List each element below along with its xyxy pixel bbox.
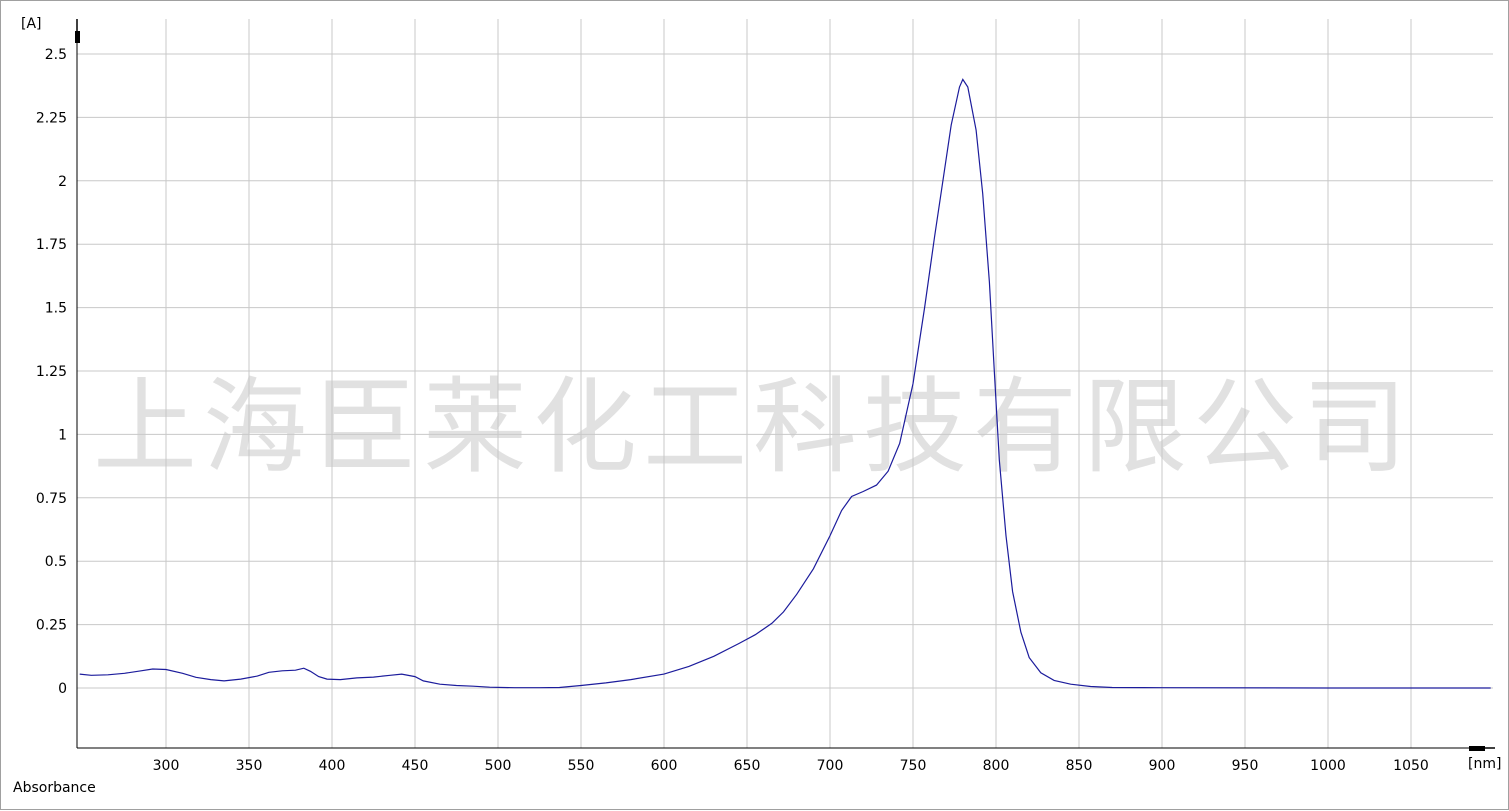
y-tick-label: 1	[58, 427, 67, 443]
series-layer	[79, 78, 1491, 689]
x-tick-label: 950	[1232, 758, 1259, 774]
x-tick-label: 600	[651, 758, 678, 774]
y-tick-label: 0	[58, 681, 67, 697]
y-axis-end-marker	[75, 31, 80, 43]
x-tick-label: 750	[900, 758, 927, 774]
y-tick-label: 2	[58, 174, 67, 190]
y-tick-label: 0.25	[36, 618, 67, 634]
x-tick-label: 450	[402, 758, 429, 774]
absorbance-series-line	[79, 78, 1491, 689]
x-tick-label: 300	[153, 758, 180, 774]
tick-labels: 0 0.25 0.5 0.75 1 1.25 1.5 1.75 2 2.25 2.5 300 350 40…	[36, 47, 1429, 774]
grid-lines	[77, 19, 1493, 748]
y-axis-title: Absorbance	[13, 780, 96, 796]
x-tick-label: 350	[236, 758, 263, 774]
x-tick-label: 500	[485, 758, 512, 774]
x-tick-label: 1000	[1310, 758, 1346, 774]
y-tick-label: 0.75	[36, 491, 67, 507]
y-tick-label: 2.25	[36, 110, 67, 126]
x-axis-end-marker	[1469, 746, 1485, 751]
x-tick-label: 850	[1066, 758, 1093, 774]
y-unit-label: [A]	[21, 16, 42, 32]
y-tick-label: 2.5	[45, 47, 67, 63]
axes	[75, 19, 1495, 751]
y-tick-label: 0.5	[45, 554, 67, 570]
x-unit-label: [nm]	[1468, 756, 1501, 772]
x-tick-label: 800	[983, 758, 1010, 774]
x-tick-label: 550	[568, 758, 595, 774]
y-tick-label: 1.75	[36, 237, 67, 253]
y-tick-label: 1.5	[45, 301, 67, 317]
x-tick-label: 900	[1149, 758, 1176, 774]
watermark-text: 上海臣莱化工科技有限公司	[93, 366, 1413, 488]
x-tick-label: 650	[734, 758, 761, 774]
x-tick-label: 1050	[1393, 758, 1429, 774]
x-tick-label: 400	[319, 758, 346, 774]
y-tick-label: 1.25	[36, 364, 67, 380]
x-tick-label: 700	[817, 758, 844, 774]
